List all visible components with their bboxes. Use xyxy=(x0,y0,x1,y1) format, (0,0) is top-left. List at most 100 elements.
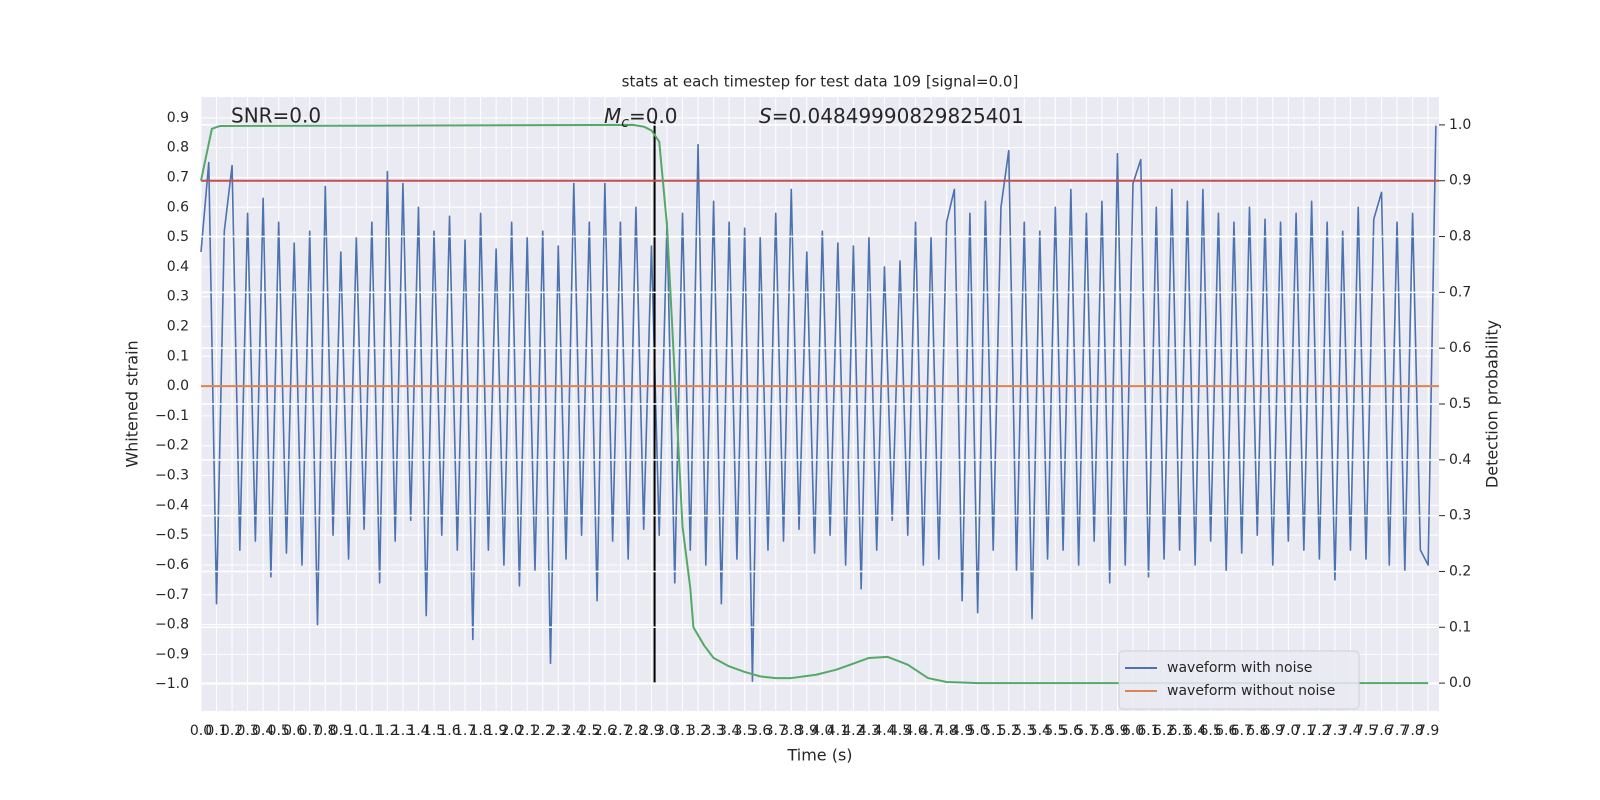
y-tick-label: 0.8 xyxy=(167,140,189,156)
x-tick-label: 0.0 xyxy=(190,723,212,739)
y2-tick-label: 0.2 xyxy=(1449,563,1471,579)
y-axis-label: Whitened strain xyxy=(123,340,142,467)
y-tick-label: −0.9 xyxy=(155,646,189,662)
snr-annotation: SNR=0.0 xyxy=(231,104,321,128)
x-tick-label: 1.8 xyxy=(469,723,491,739)
x-tick-label: 1.1 xyxy=(361,723,383,739)
x-tick-label: 0.8 xyxy=(314,723,336,739)
x-tick-label: 5.7 xyxy=(1075,723,1097,739)
x-tick-label: 4.8 xyxy=(935,723,957,739)
x-tick-label: 7.0 xyxy=(1277,723,1299,739)
y2-tick-label: 0.7 xyxy=(1449,284,1471,300)
x-tick-label: 0.2 xyxy=(221,723,243,739)
s-symbol: S xyxy=(759,104,772,128)
mc-value: =0.0 xyxy=(629,104,678,128)
y-tick-label: 0.1 xyxy=(167,348,189,364)
y-tick-label: −0.4 xyxy=(155,497,189,513)
x-axis-label: Time (s) xyxy=(786,746,852,765)
y-tick-label: −0.6 xyxy=(155,557,189,573)
x-tick-label: 7.7 xyxy=(1386,723,1408,739)
x-tick-label: 3.8 xyxy=(780,723,802,739)
x-tick-label: 0.9 xyxy=(330,723,352,739)
mc-annotation: Mc=0.0 xyxy=(604,104,678,132)
x-tick-label: 1.7 xyxy=(454,723,476,739)
x-tick-label: 6.6 xyxy=(1215,723,1237,739)
x-tick-label: 2.9 xyxy=(640,723,662,739)
x-tick-label: 6.5 xyxy=(1200,723,1222,739)
y2-axis-label: Detection probability xyxy=(1483,320,1502,488)
x-tick-label: 6.3 xyxy=(1168,723,1190,739)
y2-tick-label: 0.3 xyxy=(1449,508,1471,524)
x-tick-label: 6.9 xyxy=(1262,723,1284,739)
x-tick-label: 6.2 xyxy=(1153,723,1175,739)
x-tick-label: 4.2 xyxy=(842,723,864,739)
marks xyxy=(200,121,1439,684)
x-tick-label: 4.5 xyxy=(889,723,911,739)
x-tick-label: 5.1 xyxy=(982,723,1004,739)
x-tick-label: 1.9 xyxy=(485,723,507,739)
x-tick-label: 3.1 xyxy=(671,723,693,739)
x-tick-label: 5.6 xyxy=(1060,723,1082,739)
x-tick-label: 6.1 xyxy=(1137,723,1159,739)
x-tick-label: 5.3 xyxy=(1013,723,1035,739)
mc-symbol: M xyxy=(604,104,621,128)
x-tick-label: 2.8 xyxy=(625,723,647,739)
y-tick-label: −0.5 xyxy=(155,527,189,543)
x-tick-label: 7.6 xyxy=(1370,723,1392,739)
s-value: =0.04849990829825401 xyxy=(772,104,1024,128)
y-tick-label: 0.7 xyxy=(167,169,189,185)
y-tick-label: 0.2 xyxy=(167,319,189,335)
legend-label: waveform with noise xyxy=(1167,660,1312,676)
x-tick-label: 5.9 xyxy=(1106,723,1128,739)
x-tick-label: 4.0 xyxy=(811,723,833,739)
x-tick-label: 3.6 xyxy=(749,723,771,739)
x-tick-label: 7.8 xyxy=(1401,723,1423,739)
x-tick-label: 4.6 xyxy=(904,723,926,739)
y-tick-label: −0.3 xyxy=(155,468,189,484)
mc-subscript: c xyxy=(621,115,629,131)
legend-box xyxy=(1118,650,1360,710)
x-tick-label: 6.4 xyxy=(1184,723,1206,739)
x-tick-label: 7.1 xyxy=(1293,723,1315,739)
x-tick-label: 2.4 xyxy=(563,723,585,739)
x-tick-label: 2.6 xyxy=(594,723,616,739)
x-tick-label: 3.2 xyxy=(687,723,709,739)
x-tick-label: 7.5 xyxy=(1355,723,1377,739)
x-tick-label: 5.8 xyxy=(1091,723,1113,739)
y2-tick-label: 0.5 xyxy=(1449,396,1471,412)
x-tick-label: 4.4 xyxy=(873,723,895,739)
x-tick-label: 2.7 xyxy=(609,723,631,739)
y-tick-label: −0.8 xyxy=(155,617,189,633)
y2-tick-label: 0.4 xyxy=(1449,452,1471,468)
legend: waveform with noise waveform without nois… xyxy=(1118,650,1360,710)
x-tick-label: 7.9 xyxy=(1417,723,1439,739)
series-line xyxy=(200,123,1437,682)
x-tick-label: 4.9 xyxy=(951,723,973,739)
y2-tick-label: 0.6 xyxy=(1449,340,1471,356)
x-tick-label: 0.7 xyxy=(299,723,321,739)
y-tick-label: 0.3 xyxy=(167,289,189,305)
y-tick-label: 0.5 xyxy=(167,229,189,245)
y2-tick-label: 0.9 xyxy=(1449,173,1471,189)
y2-tick-label: 0.1 xyxy=(1449,619,1471,635)
series-line xyxy=(200,123,1429,685)
legend-label: waveform without noise xyxy=(1167,683,1335,699)
x-tick-label: 5.0 xyxy=(967,723,989,739)
x-tick-label: 1.3 xyxy=(392,723,414,739)
y-tick-label: 0.4 xyxy=(167,259,189,275)
y-tick-label: 0.0 xyxy=(167,378,189,394)
y-tick-label: 0.9 xyxy=(167,110,189,126)
x-tick-label: 0.4 xyxy=(252,723,274,739)
x-tick-label: 1.6 xyxy=(438,723,460,739)
x-tick-label: 7.2 xyxy=(1308,723,1330,739)
x-tick-label: 3.0 xyxy=(656,723,678,739)
y-tick-label: −0.7 xyxy=(155,587,189,603)
x-tick-label: 2.1 xyxy=(516,723,538,739)
x-tick-label: 7.4 xyxy=(1339,723,1361,739)
x-tick-label: 4.1 xyxy=(827,723,849,739)
x-tick-label: 1.2 xyxy=(376,723,398,739)
x-tick-label: 3.5 xyxy=(734,723,756,739)
chart-title: stats at each timestep for test data 109… xyxy=(622,73,1019,91)
x-tick-label: 3.4 xyxy=(718,723,740,739)
